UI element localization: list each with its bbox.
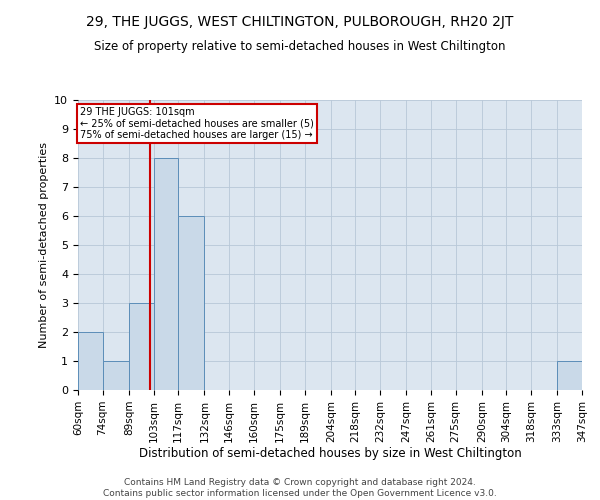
Bar (154, 158, 178, 390)
Text: Size of property relative to semi-detached houses in West Chiltington: Size of property relative to semi-detach… (94, 40, 506, 53)
Bar (557, 361, 582, 390)
Text: 29 THE JUGGS: 101sqm
← 25% of semi-detached houses are smaller (5)
75% of semi-d: 29 THE JUGGS: 101sqm ← 25% of semi-detac… (80, 108, 314, 140)
Y-axis label: Number of semi-detached properties: Number of semi-detached properties (39, 142, 49, 348)
Text: 29, THE JUGGS, WEST CHILTINGTON, PULBOROUGH, RH20 2JT: 29, THE JUGGS, WEST CHILTINGTON, PULBORO… (86, 15, 514, 29)
Bar (129, 303, 154, 390)
X-axis label: Distribution of semi-detached houses by size in West Chiltington: Distribution of semi-detached houses by … (139, 448, 521, 460)
Text: Contains HM Land Registry data © Crown copyright and database right 2024.
Contai: Contains HM Land Registry data © Crown c… (103, 478, 497, 498)
Bar (78, 332, 103, 390)
Bar (178, 216, 205, 390)
Bar (103, 361, 129, 390)
